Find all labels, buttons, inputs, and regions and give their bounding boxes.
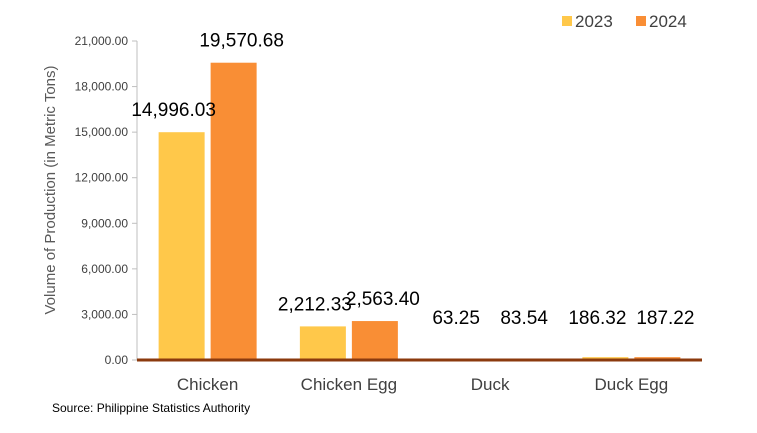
data-label-2024: 187.22 [636, 308, 694, 329]
y-tick-label: 21,000.00 [75, 34, 129, 48]
x-category-label: Duck [471, 375, 510, 394]
data-label-2024: 83.54 [500, 308, 548, 329]
y-tick-label: 9,000.00 [81, 216, 128, 230]
y-tick-label: 3,000.00 [81, 307, 128, 321]
y-tick-label: 6,000.00 [81, 262, 128, 276]
y-tick-label: 0.00 [105, 353, 129, 367]
x-category-label: Chicken [177, 375, 238, 394]
y-axis: 0.00 3,000.00 6,000.00 9,000.00 12,000.00 15,… [75, 34, 138, 367]
bar-2024 [210, 62, 257, 361]
legend-swatch-2024 [636, 16, 646, 26]
data-labels: 14,996.03 19,570.68 2,212.332,563.40 63.25 8… [131, 31, 694, 329]
data-label-2023: 63.25 [432, 308, 480, 329]
data-label-2024: 19,570.68 [199, 31, 284, 52]
data-label-2023: 186.32 [568, 308, 626, 329]
bar-2023 [299, 326, 346, 360]
data-label-2023: 14,996.03 [131, 100, 216, 121]
x-category-label: Chicken Egg [301, 375, 397, 394]
x-category-label: Duck Egg [595, 375, 669, 394]
y-axis-title: Volume of Production (in Metric Tons) [42, 65, 59, 314]
data-label-2023: 2,212.33 [278, 294, 352, 315]
bar-2023 [158, 132, 205, 360]
x-axis-categories: Chicken Chicken Egg Duck Duck Egg [177, 375, 668, 394]
source-note: Source: Philippine Statistics Authority [52, 401, 251, 415]
legend-label-2023: 2023 [575, 12, 613, 31]
legend-swatch-2023 [562, 16, 572, 26]
y-tick-label: 15,000.00 [75, 125, 129, 139]
legend: 2023 2024 [562, 12, 687, 31]
data-label-2024: 2,563.40 [346, 289, 420, 310]
bars [137, 62, 702, 362]
y-tick-label: 18,000.00 [75, 80, 129, 94]
legend-label-2024: 2024 [649, 12, 687, 31]
y-tick-label: 12,000.00 [75, 171, 129, 185]
bar-2024 [351, 321, 398, 360]
